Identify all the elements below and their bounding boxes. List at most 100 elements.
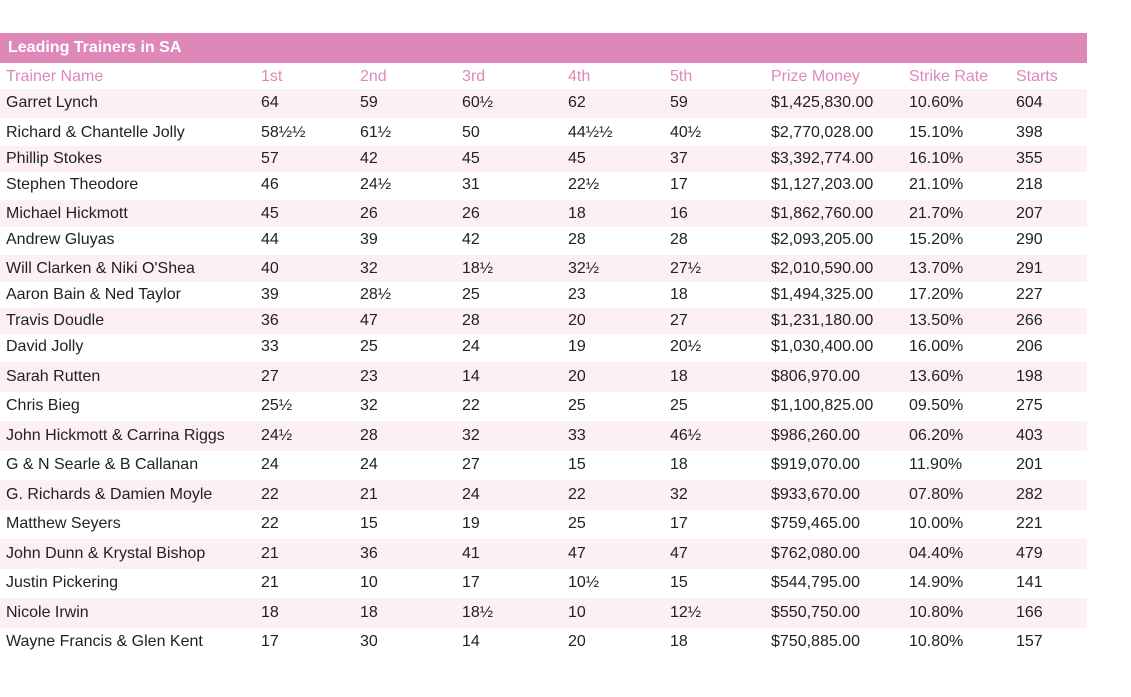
trainer-name: Nicole Irwin	[6, 604, 89, 621]
table-cell: 20	[568, 368, 586, 385]
table-cell: 227	[1016, 286, 1043, 303]
trainer-name: Will Clarken & Niki O'Shea	[6, 260, 195, 277]
column-header: Prize Money	[771, 68, 860, 85]
table-cell: 604	[1016, 94, 1043, 111]
trainer-name: Garret Lynch	[6, 94, 98, 111]
table-cell: $919,070.00	[771, 456, 860, 473]
table-cell: 18	[670, 368, 688, 385]
table-cell: 22	[261, 515, 279, 532]
table-cell: 27	[261, 368, 279, 385]
row-stripe	[0, 539, 1087, 569]
table-cell: $806,970.00	[771, 368, 860, 385]
trainer-name: Aaron Bain & Ned Taylor	[6, 286, 181, 303]
table-cell: 17	[670, 176, 688, 193]
table-cell: 47	[568, 545, 586, 562]
table-cell: 28	[462, 312, 480, 329]
trainer-name: Wayne Francis & Glen Kent	[6, 633, 203, 650]
trainer-name: Michael Hickmott	[6, 205, 128, 222]
table-cell: 24	[261, 456, 279, 473]
table-cell: 04.40%	[909, 545, 964, 562]
column-header: Strike Rate	[909, 68, 989, 85]
table-cell: $2,770,028.00	[771, 124, 874, 141]
table-cell: $1,030,400.00	[771, 338, 874, 355]
table-cell: 17	[670, 515, 688, 532]
table-cell: 22½	[568, 176, 600, 193]
table-cell: $2,010,590.00	[771, 260, 874, 277]
column-header: Trainer Name	[6, 68, 104, 85]
table-cell: 15	[568, 456, 586, 473]
table-cell: 398	[1016, 124, 1043, 141]
table-cell: 27½	[670, 260, 702, 277]
table-cell: 14.90%	[909, 574, 964, 591]
column-header: 4th	[568, 68, 591, 85]
table-cell: 275	[1016, 397, 1043, 414]
table-cell: 27	[670, 312, 688, 329]
table-cell: 10½	[568, 574, 600, 591]
table-cell: 26	[462, 205, 480, 222]
table-cell: 355	[1016, 150, 1043, 167]
table-cell: 19	[462, 515, 480, 532]
table-cell: 60½	[462, 94, 494, 111]
table-cell: 27	[462, 456, 480, 473]
table-cell: 61½	[360, 124, 392, 141]
table-cell: 32½	[568, 260, 600, 277]
table-cell: 18	[261, 604, 279, 621]
table-cell: 07.80%	[909, 486, 964, 503]
table-cell: 19	[568, 338, 586, 355]
table-cell: 479	[1016, 545, 1043, 562]
table-cell: 24	[360, 456, 378, 473]
table-cell: 25	[462, 286, 480, 303]
row-stripe	[0, 480, 1087, 510]
table-cell: 45	[261, 205, 279, 222]
table-cell: 37	[670, 150, 688, 167]
table-cell: 28	[568, 231, 586, 248]
title-bar: Leading Trainers in SA	[0, 33, 1087, 63]
table-cell: 291	[1016, 260, 1043, 277]
table-cell: 10.80%	[909, 633, 964, 650]
table-cell: 45	[462, 150, 480, 167]
table-cell: $1,494,325.00	[771, 286, 874, 303]
trainer-name: Matthew Seyers	[6, 515, 121, 532]
table-cell: 42	[360, 150, 378, 167]
row-stripe	[0, 421, 1087, 451]
table-cell: 30	[360, 633, 378, 650]
table-cell: 59	[360, 94, 378, 111]
table-cell: 282	[1016, 486, 1043, 503]
table-cell: 17	[462, 574, 480, 591]
trainer-name: John Hickmott & Carrina Riggs	[6, 427, 225, 444]
trainer-name: G & N Searle & B Callanan	[6, 456, 199, 473]
row-stripe	[0, 89, 1087, 118]
table-cell: 403	[1016, 427, 1043, 444]
table-cell: 18	[360, 604, 378, 621]
table-cell: 26	[360, 205, 378, 222]
table-cell: 24½	[261, 427, 293, 444]
table-cell: 218	[1016, 176, 1043, 193]
trainer-name: Phillip Stokes	[6, 150, 103, 167]
table-cell: 32	[670, 486, 688, 503]
table-cell: 290	[1016, 231, 1043, 248]
table-cell: 47	[670, 545, 688, 562]
table-cell: 12½	[670, 604, 702, 621]
trainer-name: Justin Pickering	[6, 574, 119, 591]
trainer-name: Stephen Theodore	[6, 176, 139, 193]
table-cell: 59	[670, 94, 688, 111]
table-cell: 58½½	[261, 124, 306, 141]
table-cell: $2,093,205.00	[771, 231, 874, 248]
column-header: 5th	[670, 68, 693, 85]
table-cell: 64	[261, 94, 279, 111]
table-cell: 20½	[670, 338, 702, 355]
table-cell: 25	[670, 397, 688, 414]
table-cell: 31	[462, 176, 480, 193]
trainer-name: G. Richards & Damien Moyle	[6, 486, 213, 503]
table-cell: 16.10%	[909, 150, 964, 167]
table-cell: 13.60%	[909, 368, 964, 385]
column-header: Starts	[1016, 68, 1058, 85]
table-cell: $544,795.00	[771, 574, 860, 591]
trainer-name: Andrew Gluyas	[6, 231, 115, 248]
table-cell: 44½½	[568, 124, 613, 141]
table-cell: 46½	[670, 427, 702, 444]
table-cell: 18	[568, 205, 586, 222]
trainer-name: Sarah Rutten	[6, 368, 101, 385]
table-cell: $750,885.00	[771, 633, 860, 650]
table-cell: 15.10%	[909, 124, 964, 141]
